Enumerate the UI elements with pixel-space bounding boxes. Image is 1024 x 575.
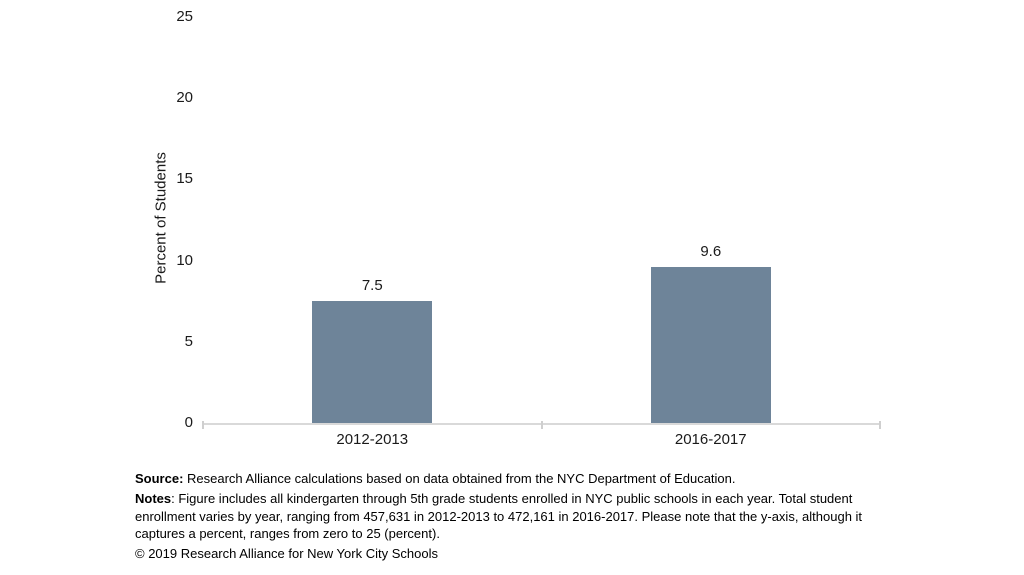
y-tick-label: 20: [176, 89, 193, 107]
x-axis-tick: [879, 421, 881, 429]
notes-label: Notes: [135, 491, 172, 506]
y-tick-label: 0: [184, 414, 193, 431]
notes-text: : Figure includes all kindergarten throu…: [135, 491, 863, 541]
x-category-label: 2012-2013: [336, 431, 409, 448]
copyright: © 2019 Research Alliance for New York Ci…: [135, 546, 438, 561]
y-tick-label: 10: [176, 251, 193, 269]
y-tick-label: 15: [176, 170, 193, 188]
source-label: Source:: [135, 471, 184, 486]
bar: [312, 301, 433, 423]
x-axis-tick: [540, 421, 543, 429]
x-category-label: 2016-2017: [674, 431, 747, 448]
source-text: Research Alliance calculations based on …: [183, 471, 736, 486]
y-tick-label: 25: [176, 8, 193, 25]
bar-value-label: 9.6: [700, 243, 722, 260]
notes: Notes: Figure includes all kindergarten …: [135, 490, 880, 543]
x-axis-tick: [202, 421, 204, 429]
bar: [650, 267, 771, 423]
bar-value-label: 7.5: [361, 277, 383, 294]
y-tick-label: 5: [184, 332, 193, 350]
source-note: Source: Research Alliance calculations b…: [135, 470, 880, 488]
